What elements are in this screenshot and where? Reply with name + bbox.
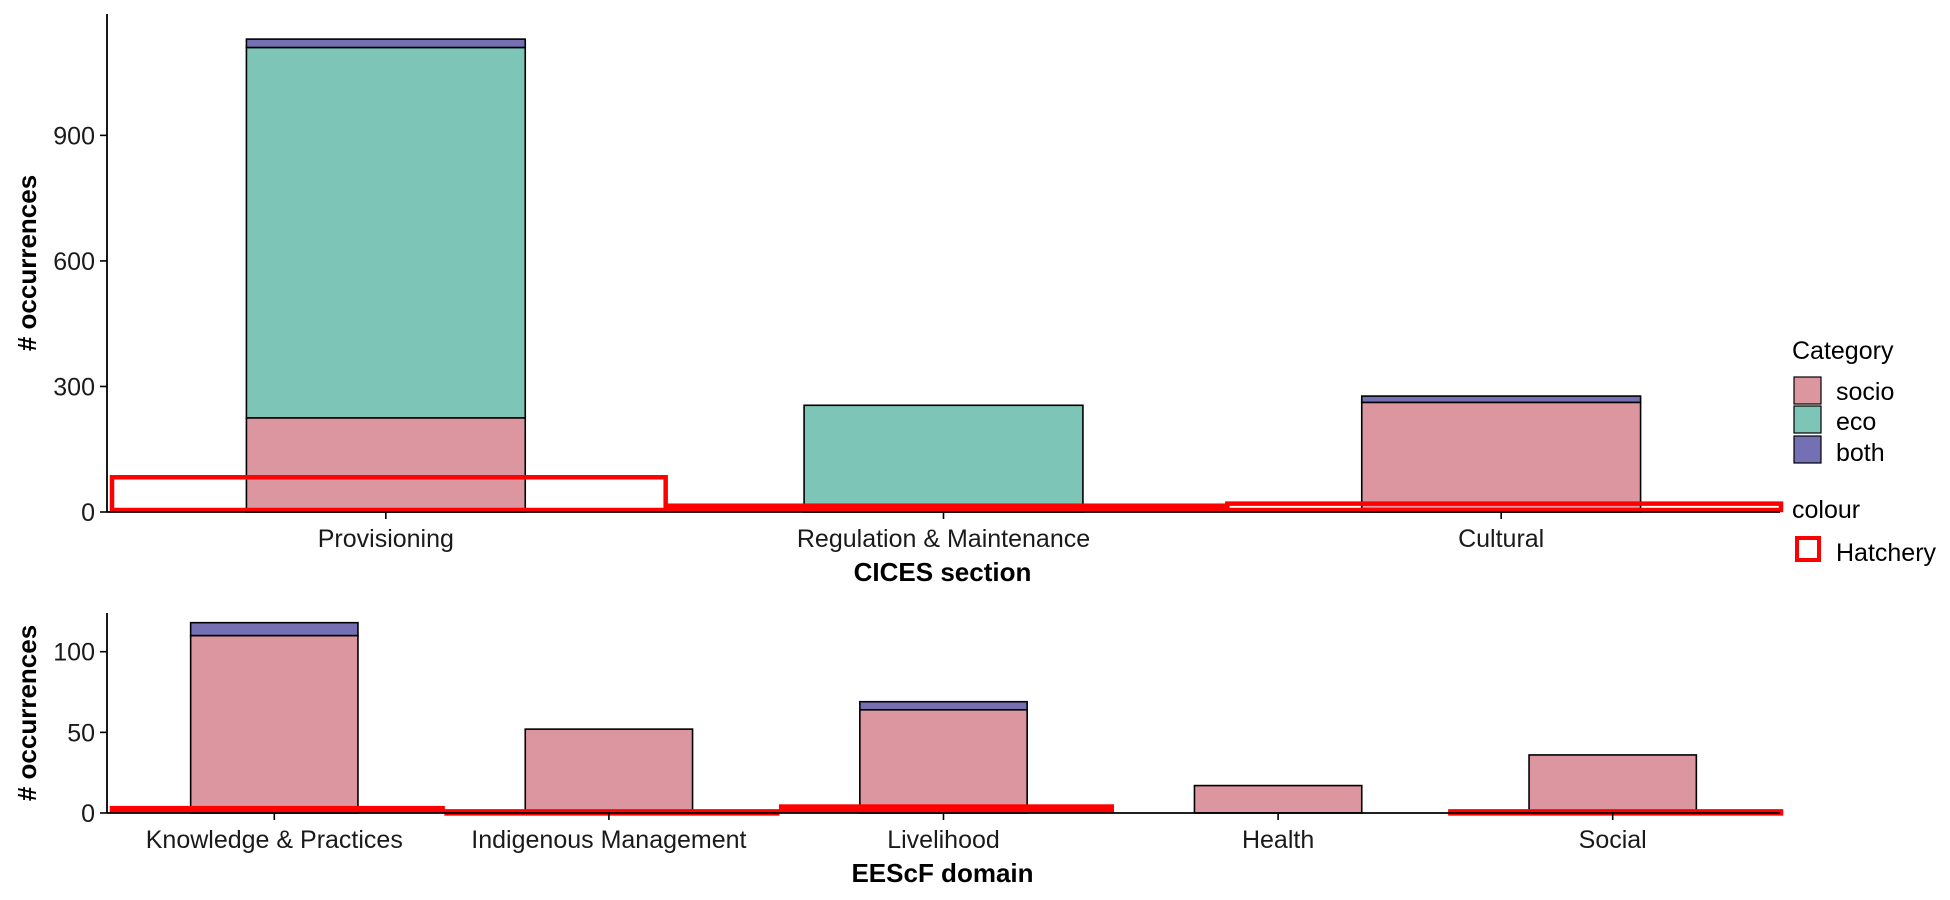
bar-socio-indigenous-management	[524, 728, 694, 814]
y-tick-label: 50	[67, 719, 95, 747]
x-tick-label-livelihood: Livelihood	[887, 826, 1000, 854]
bar-socio-knowledge-practices	[189, 634, 359, 814]
bar-socio-social	[1528, 754, 1698, 814]
x-tick-label-indigenous-management: Indigenous Management	[471, 826, 746, 854]
x-axis-title: CICES section	[854, 557, 1032, 587]
overlay-hatchery-regulation-maintenance	[667, 503, 1226, 513]
x-tick-label-cultural: Cultural	[1458, 525, 1544, 553]
y-axis-title: # occurrences	[12, 625, 42, 801]
legend-key-eco	[1793, 405, 1822, 434]
y-tick-label: 300	[53, 373, 95, 401]
y-tick-label: 0	[81, 499, 95, 527]
legend-key-hatchery	[1795, 536, 1821, 562]
bar-socio-cultural	[1360, 401, 1642, 513]
y-axis-title: # occurrences	[12, 175, 42, 351]
overlay-hatchery-provisioning	[109, 475, 668, 513]
legend-title-category: Category	[1792, 337, 1894, 365]
legend-key-socio	[1793, 376, 1822, 405]
x-tick-label-regulation-maintenance: Regulation & Maintenance	[797, 525, 1090, 553]
legend-key-both	[1793, 435, 1822, 464]
overlay-hatchery-livelihood	[778, 804, 1115, 814]
x-tick-label-knowledge-practices: Knowledge & Practices	[146, 826, 403, 854]
panel-cices: 0 300 600 900 Provisioning Regulation & Maint…	[12, 14, 1784, 587]
x-axis-title: EEScF domain	[851, 858, 1033, 888]
bar-socio-health	[1193, 784, 1363, 814]
bar-eco-provisioning	[245, 46, 527, 419]
bar-both-livelihood	[859, 700, 1028, 711]
legend: Category socio eco both colour Hatchery	[1792, 337, 1937, 567]
legend-label-eco: eco	[1836, 408, 1876, 436]
y-tick-label: 600	[53, 248, 95, 276]
x-tick-label-health: Health	[1242, 826, 1314, 854]
bar-socio-provisioning	[245, 417, 527, 513]
legend-title-colour: colour	[1792, 496, 1860, 524]
panel-eescf: 0 50 100 Knowledge & Practices Indigenous Ma…	[12, 613, 1784, 888]
x-tick-label-provisioning: Provisioning	[318, 525, 454, 553]
y-tick-label: 100	[53, 639, 95, 667]
x-tick-label-social: Social	[1579, 826, 1647, 854]
legend-label-hatchery: Hatchery	[1836, 539, 1937, 567]
legend-label-socio: socio	[1836, 378, 1894, 406]
overlay-hatchery-cultural	[1225, 501, 1784, 513]
y-tick-label: 900	[53, 122, 95, 150]
overlay-hatchery-knowledge-practices	[109, 805, 445, 814]
bar-eco-regulation-maintenance	[803, 404, 1084, 513]
legend-label-both: both	[1836, 439, 1885, 467]
bar-both-cultural	[1360, 395, 1642, 404]
bar-both-knowledge-practices	[189, 621, 359, 637]
bar-both-provisioning	[245, 38, 527, 49]
y-tick-label: 0	[81, 800, 95, 828]
bar-socio-livelihood	[859, 708, 1028, 814]
